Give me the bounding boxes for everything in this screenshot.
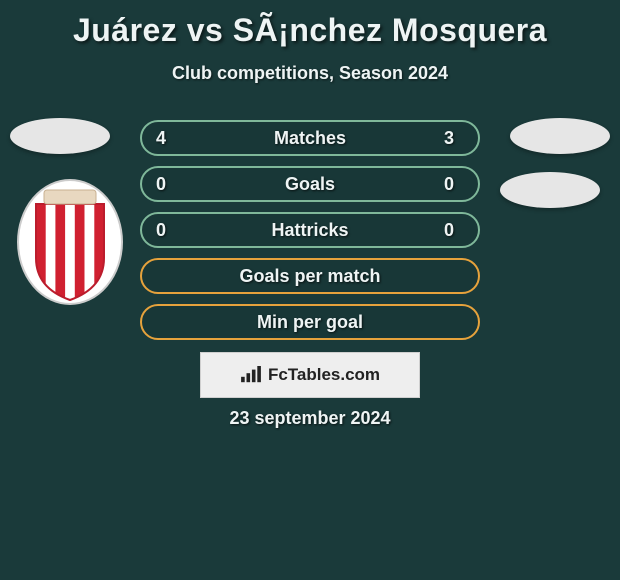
page-title: Juárez vs SÃ¡nchez Mosquera: [0, 0, 620, 49]
stat-row-goals: 0 Goals 0: [140, 166, 480, 202]
stat-left-value: 0: [156, 220, 176, 241]
stat-left-value: 4: [156, 128, 176, 149]
stat-row-goals-per-match: Goals per match: [140, 258, 480, 294]
player-avatar-right-placeholder-2: [500, 172, 600, 208]
stat-label: Hattricks: [176, 220, 444, 241]
stat-label: Goals: [176, 174, 444, 195]
club-badge: [16, 178, 124, 306]
player-avatar-left-placeholder: [10, 118, 110, 154]
stat-row-hattricks: 0 Hattricks 0: [140, 212, 480, 248]
stat-left-value: 0: [156, 174, 176, 195]
player-avatar-right-placeholder-1: [510, 118, 610, 154]
stat-label: Goals per match: [176, 266, 444, 287]
stat-right-value: 3: [444, 128, 464, 149]
bar-chart-icon: [240, 366, 262, 384]
stat-right-value: 0: [444, 174, 464, 195]
stat-row-min-per-goal: Min per goal: [140, 304, 480, 340]
brand-text: FcTables.com: [268, 365, 380, 385]
brand-box: FcTables.com: [200, 352, 420, 398]
stat-right-value: 0: [444, 220, 464, 241]
stat-label: Min per goal: [176, 312, 444, 333]
stat-rows: 4 Matches 3 0 Goals 0 0 Hattricks 0 Goal…: [140, 120, 480, 350]
stat-label: Matches: [176, 128, 444, 149]
infographic-card: Juárez vs SÃ¡nchez Mosquera Club competi…: [0, 0, 620, 450]
date-stamp: 23 september 2024: [0, 408, 620, 429]
subtitle: Club competitions, Season 2024: [0, 63, 620, 84]
stat-row-matches: 4 Matches 3: [140, 120, 480, 156]
